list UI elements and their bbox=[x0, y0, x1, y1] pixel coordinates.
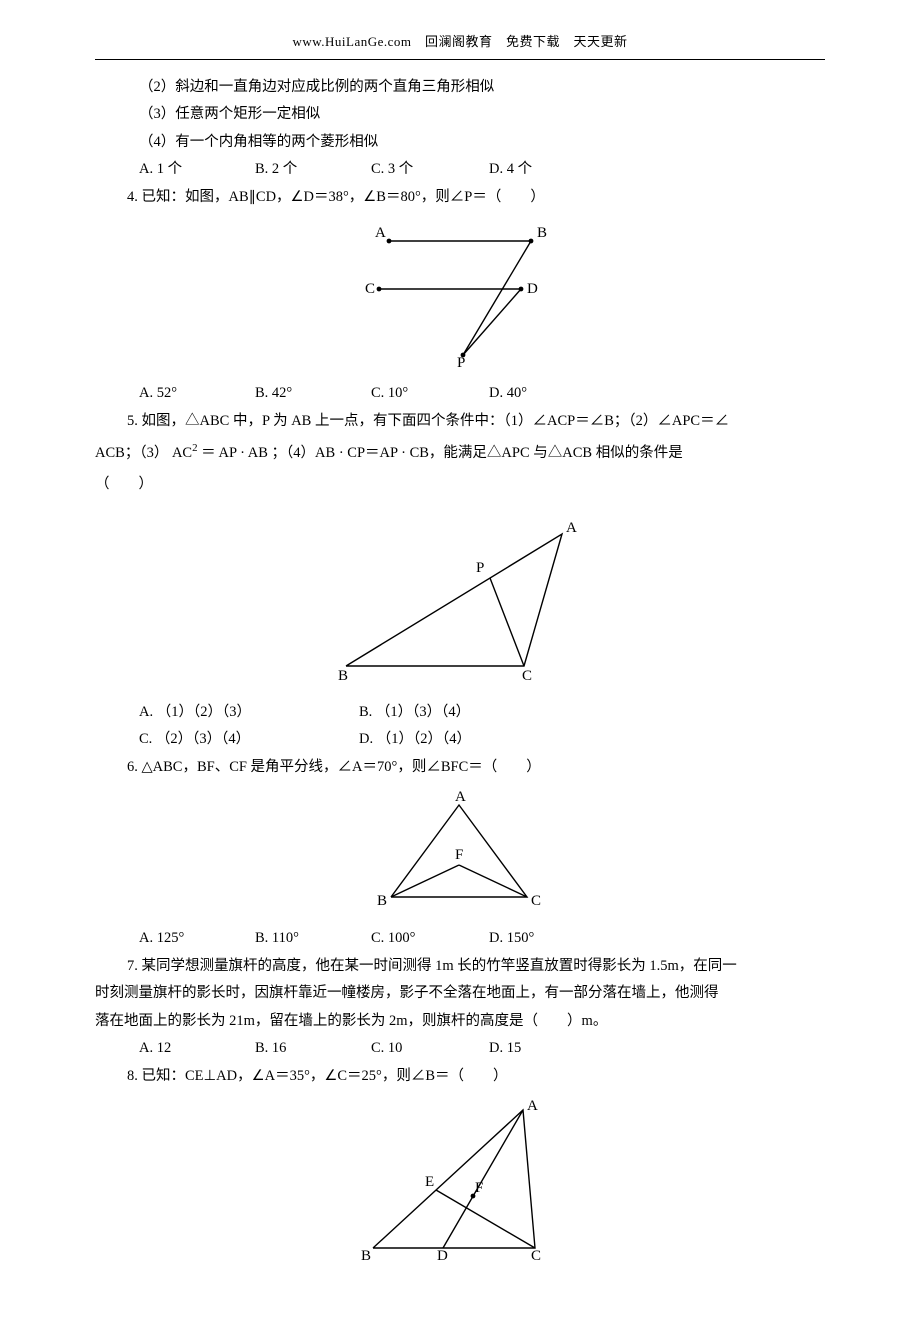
page: www.HuiLanGe.com 回澜阁教育 免费下载 天天更新 （2）斜边和一… bbox=[0, 0, 920, 1319]
opt-b: B. 42° bbox=[255, 380, 371, 408]
options-q5: A. （1）（2）（3） B. （1）（3）（4） C. （2）（3）（4） D… bbox=[95, 699, 825, 754]
opt-c: C. （2）（3）（4） bbox=[139, 726, 359, 754]
label-b: B bbox=[537, 225, 547, 241]
label-f: F bbox=[475, 1180, 483, 1196]
opt-b: B. 2 个 bbox=[255, 156, 371, 184]
options-q7: A. 12 B. 16 C. 10 D. 15 bbox=[95, 1035, 825, 1063]
label-c: C bbox=[522, 668, 532, 684]
figure-q8: A B C D E F bbox=[95, 1096, 825, 1277]
figure-q6: A B C F bbox=[95, 787, 825, 923]
statement-4: （4）有一个内角相等的两个菱形相似 bbox=[95, 129, 825, 157]
options-q4: A. 52° B. 42° C. 10° D. 40° bbox=[95, 380, 825, 408]
label-b: B bbox=[377, 893, 387, 909]
label-p: P bbox=[476, 560, 484, 576]
q5-frag2: ；（4）AB · CP＝AP · CB，能满足△APC 与△ACB 相似的条件是 bbox=[272, 445, 683, 461]
opt-a: A. （1）（2）（3） bbox=[139, 699, 359, 727]
opt-a: A. 1 个 bbox=[139, 156, 255, 184]
opt-a: A. 125° bbox=[139, 925, 255, 953]
statement-2: （2）斜边和一直角边对应成比例的两个直角三角形相似 bbox=[95, 74, 825, 102]
figure-q5: A B C P bbox=[95, 516, 825, 697]
q5-frag1: ACB；（3） bbox=[95, 445, 168, 461]
opt-b: B. 16 bbox=[255, 1035, 371, 1063]
question-7-line2: 时刻测量旗杆的影长时，因旗杆靠近一幢楼房，影子不全落在地面上，有一部分落在墙上，… bbox=[95, 980, 825, 1008]
question-7-line1: 7. 某同学想测量旗杆的高度，他在某一时间测得 1m 长的竹竿竖直放置时得影长为… bbox=[95, 953, 825, 981]
opt-d: D. 150° bbox=[489, 925, 607, 953]
label-a: A bbox=[566, 520, 577, 536]
label-a: A bbox=[527, 1098, 538, 1114]
label-f: F bbox=[455, 847, 463, 863]
opt-c: C. 10° bbox=[371, 380, 489, 408]
label-c: C bbox=[531, 893, 541, 909]
figure-q4: A B C D P bbox=[95, 217, 825, 378]
label-b: B bbox=[338, 668, 348, 684]
label-a: A bbox=[375, 225, 386, 241]
label-c: C bbox=[365, 281, 375, 297]
question-7-line3: 落在地面上的影长为 21m，留在墙上的影长为 2m，则旗杆的高度是（ ）m。 bbox=[95, 1008, 825, 1036]
label-p: P bbox=[457, 355, 465, 367]
question-5-line1: 5. 如图，△ABC 中，P 为 AB 上一点，有下面四个条件中：（1）∠ACP… bbox=[95, 408, 825, 436]
opt-d: D. （1）（2）（4） bbox=[359, 726, 579, 754]
label-a: A bbox=[455, 789, 466, 805]
opt-d: D. 40° bbox=[489, 380, 607, 408]
question-6: 6. △ABC，BF、CF 是角平分线，∠A＝70°，则∠BFC＝（ ） bbox=[95, 754, 825, 782]
page-header: www.HuiLanGe.com 回澜阁教育 免费下载 天天更新 bbox=[95, 30, 825, 55]
question-4: 4. 已知：如图，AB∥CD，∠D＝38°，∠B＝80°，则∠P＝（ ） bbox=[95, 184, 825, 212]
question-5-line2: ACB；（3） AC2 ＝ AP · AB ；（4）AB · CP＝AP · C… bbox=[95, 435, 825, 471]
statement-3: （3）任意两个矩形一定相似 bbox=[95, 101, 825, 129]
opt-d: D. 15 bbox=[489, 1035, 607, 1063]
options-q6: A. 125° B. 110° C. 100° D. 150° bbox=[95, 925, 825, 953]
question-8: 8. 已知：CE⊥AD，∠A＝35°，∠C＝25°，则∠B＝（ ） bbox=[95, 1063, 825, 1091]
header-rule bbox=[95, 59, 825, 60]
label-e: E bbox=[425, 1174, 434, 1190]
opt-b: B. 110° bbox=[255, 925, 371, 953]
opt-c: C. 3 个 bbox=[371, 156, 489, 184]
question-5-line3: （ ） bbox=[95, 471, 825, 499]
opt-d: D. 4 个 bbox=[489, 156, 607, 184]
options-q3: A. 1 个 B. 2 个 C. 3 个 D. 4 个 bbox=[95, 156, 825, 184]
opt-b: B. （1）（3）（4） bbox=[359, 699, 579, 727]
opt-a: A. 52° bbox=[139, 380, 255, 408]
label-d: D bbox=[527, 281, 538, 297]
label-c: C bbox=[531, 1248, 541, 1264]
opt-c: C. 10 bbox=[371, 1035, 489, 1063]
opt-a: A. 12 bbox=[139, 1035, 255, 1063]
label-d: D bbox=[437, 1248, 448, 1264]
q5-math: AC2 ＝ AP · AB bbox=[172, 445, 268, 461]
label-b: B bbox=[361, 1248, 371, 1264]
opt-c: C. 100° bbox=[371, 925, 489, 953]
